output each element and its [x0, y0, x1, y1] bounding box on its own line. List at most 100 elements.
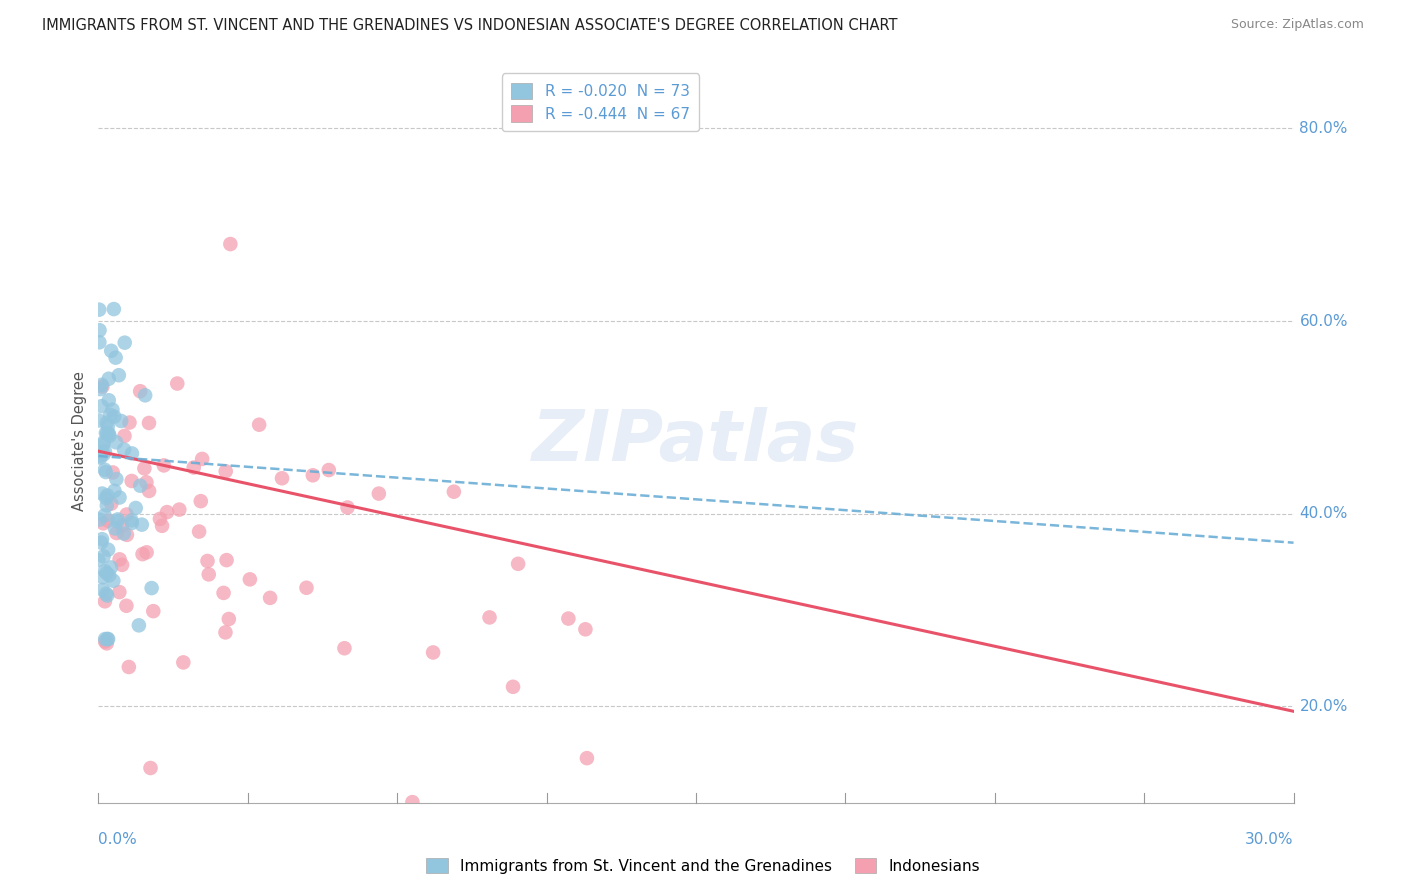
Point	[96, 632, 118, 646]
Point	[94, 634, 117, 648]
Point	[93, 435, 115, 450]
Point	[93, 508, 115, 523]
Point	[139, 761, 162, 775]
Point	[96, 416, 118, 430]
Point	[508, 557, 530, 571]
Point	[574, 622, 596, 636]
Point	[91, 437, 114, 451]
Point	[166, 376, 188, 391]
Point	[89, 512, 111, 526]
Point	[105, 526, 128, 541]
Point	[188, 524, 211, 539]
Point	[101, 402, 124, 417]
Text: 80.0%: 80.0%	[1299, 121, 1348, 136]
Point	[197, 567, 219, 582]
Point	[96, 587, 118, 601]
Point	[125, 500, 148, 515]
Point	[96, 566, 118, 580]
Point	[87, 553, 110, 567]
Point	[108, 552, 131, 566]
Point	[94, 632, 117, 646]
Point	[98, 568, 121, 582]
Point	[134, 388, 156, 402]
Point	[153, 458, 176, 473]
Point	[100, 343, 122, 358]
Point	[121, 474, 143, 488]
Point	[97, 632, 120, 646]
Point	[93, 549, 115, 564]
Point	[91, 532, 114, 546]
Point	[105, 472, 128, 486]
Point	[96, 488, 118, 502]
Point	[271, 471, 294, 485]
Text: 30.0%: 30.0%	[1246, 831, 1294, 847]
Point	[118, 416, 141, 430]
Point	[96, 499, 118, 513]
Point	[318, 463, 340, 477]
Point	[90, 535, 112, 549]
Point	[98, 429, 121, 443]
Point	[94, 425, 117, 440]
Point	[105, 514, 128, 528]
Point	[142, 604, 165, 618]
Point	[557, 611, 579, 625]
Point	[94, 444, 117, 458]
Point	[104, 351, 127, 365]
Point	[97, 393, 120, 408]
Point	[150, 518, 173, 533]
Point	[108, 368, 131, 383]
Point	[96, 636, 118, 650]
Point	[115, 599, 138, 613]
Text: 40.0%: 40.0%	[1299, 507, 1348, 521]
Point	[91, 379, 114, 393]
Point	[89, 450, 111, 465]
Point	[128, 618, 150, 632]
Point	[138, 483, 160, 498]
Point	[97, 514, 120, 528]
Point	[112, 442, 135, 457]
Point	[97, 426, 120, 441]
Point	[191, 451, 214, 466]
Point	[401, 795, 423, 809]
Point	[141, 581, 163, 595]
Point	[90, 377, 112, 392]
Point	[105, 435, 128, 450]
Point	[190, 494, 212, 508]
Point	[108, 491, 131, 505]
Point	[89, 335, 111, 350]
Point	[94, 594, 117, 608]
Point	[135, 545, 157, 559]
Point	[111, 518, 134, 533]
Point	[131, 517, 153, 532]
Point	[134, 461, 156, 475]
Point	[103, 409, 125, 424]
Point	[91, 582, 114, 597]
Point	[103, 574, 125, 588]
Point	[100, 560, 122, 574]
Text: 60.0%: 60.0%	[1299, 314, 1348, 328]
Point	[91, 516, 114, 531]
Point	[104, 521, 127, 535]
Point	[94, 463, 117, 477]
Point	[239, 572, 262, 586]
Point	[94, 564, 117, 578]
Y-axis label: Associate's Degree: Associate's Degree	[72, 372, 87, 511]
Point	[89, 449, 111, 463]
Point	[219, 237, 242, 252]
Point	[108, 585, 131, 599]
Point	[91, 486, 114, 500]
Point	[218, 612, 240, 626]
Point	[89, 323, 111, 337]
Point	[367, 486, 389, 500]
Point	[183, 460, 205, 475]
Point	[129, 384, 152, 399]
Point	[214, 625, 236, 640]
Point	[121, 446, 143, 460]
Point	[575, 751, 598, 765]
Point	[120, 513, 142, 527]
Point	[100, 497, 122, 511]
Point	[295, 581, 318, 595]
Point	[172, 656, 194, 670]
Point	[121, 516, 143, 530]
Point	[118, 660, 141, 674]
